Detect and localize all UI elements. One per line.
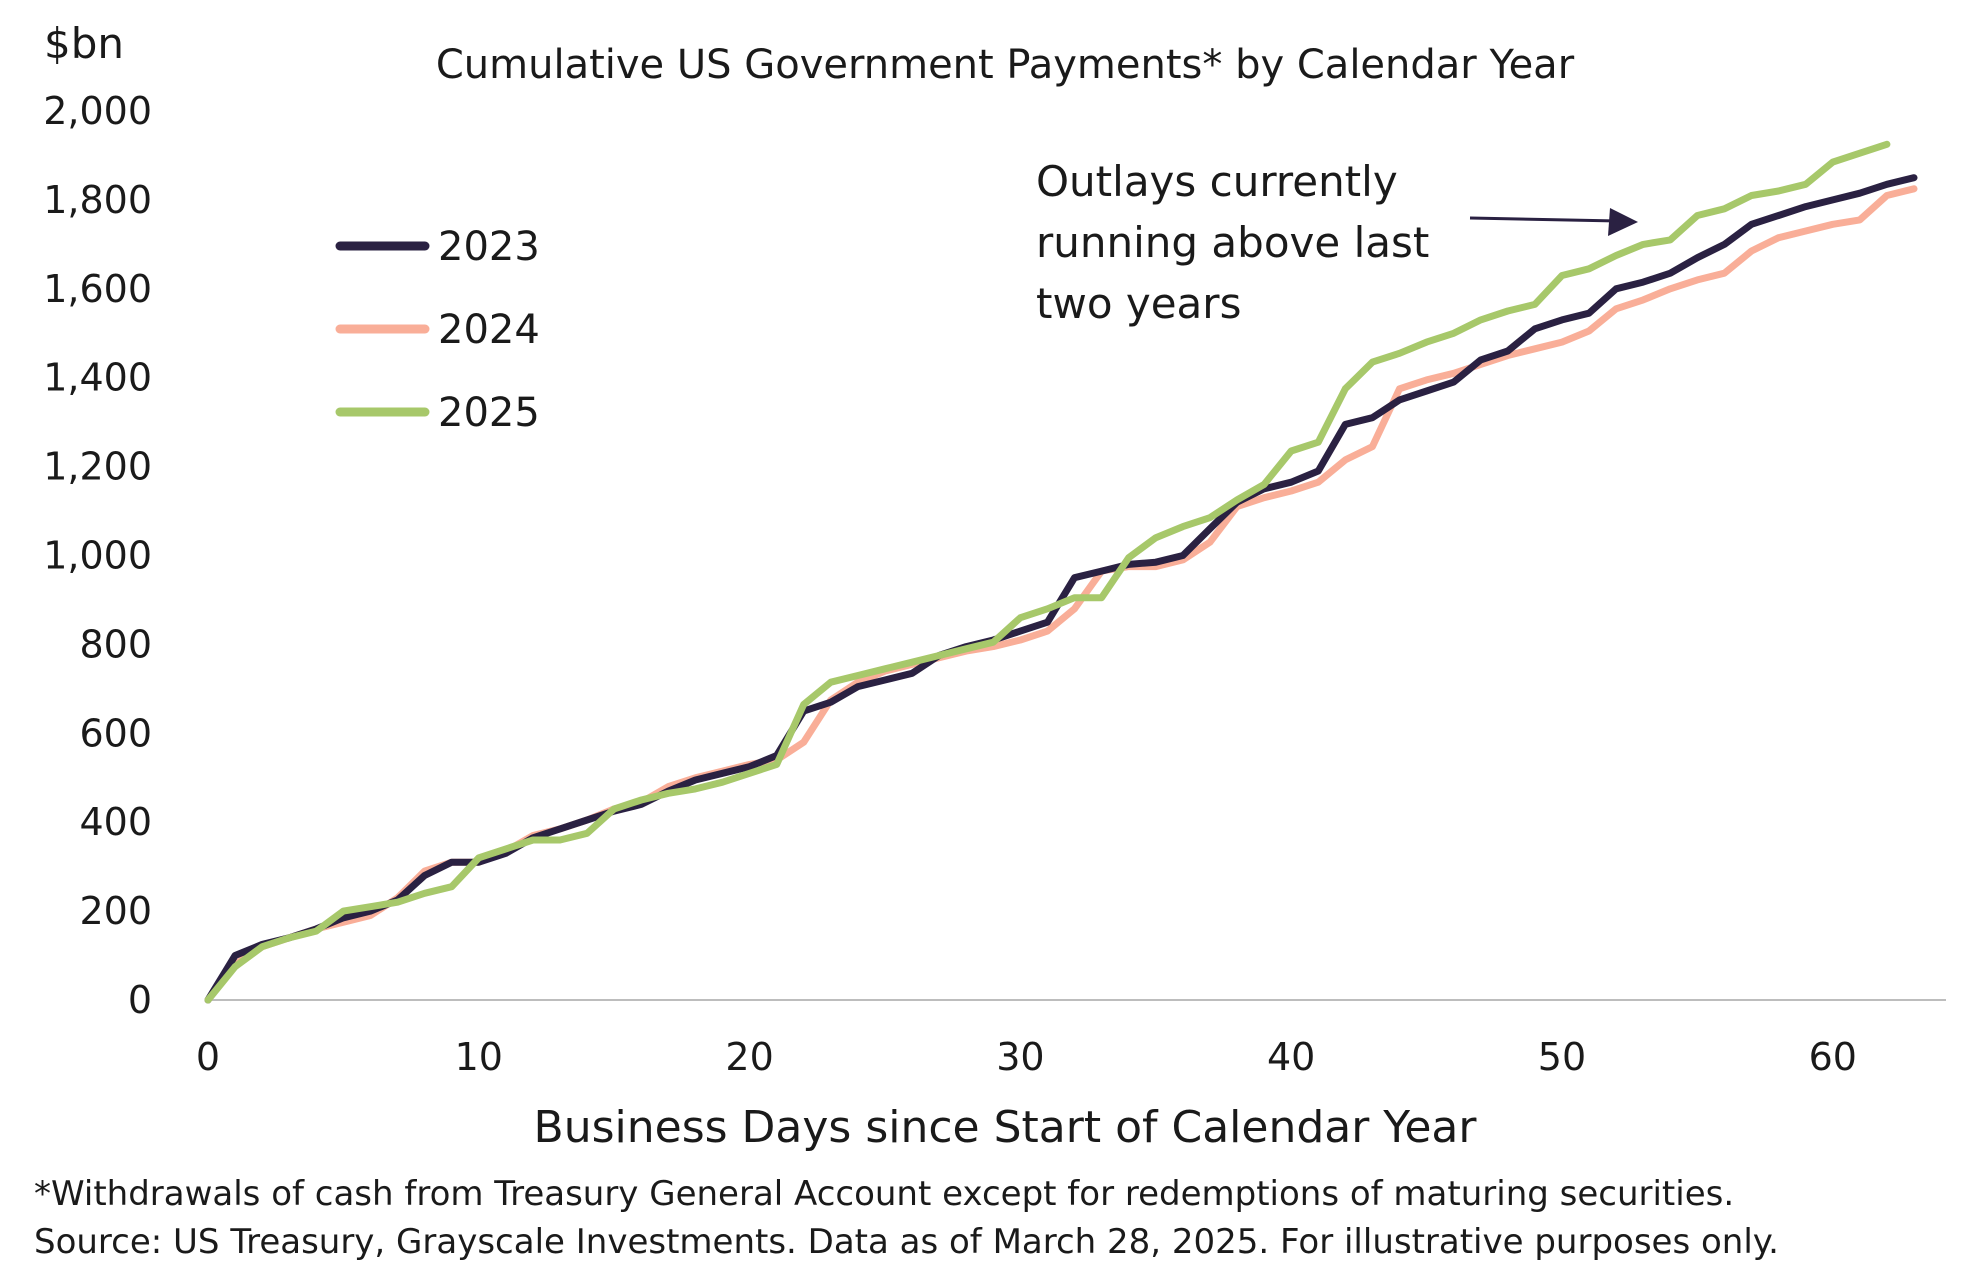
y-tick-label: 1,200 <box>43 445 152 489</box>
annotation-line: Outlays currently <box>1036 157 1398 206</box>
y-axis-unit: $bn <box>44 19 124 68</box>
x-tick-label: 30 <box>996 1035 1044 1079</box>
chart-title: Cumulative US Government Payments* by Ca… <box>436 42 1575 88</box>
legend-label-2023: 2023 <box>438 224 540 270</box>
x-tick-label: 40 <box>1267 1035 1315 1079</box>
y-tick-label: 1,400 <box>43 356 152 400</box>
y-tick-label: 1,600 <box>43 267 152 311</box>
x-tick-label: 60 <box>1809 1035 1857 1079</box>
legend-label-2025: 2025 <box>438 390 540 436</box>
x-tick-label: 0 <box>196 1035 220 1079</box>
annotation-text: Outlays currently running above last two y… <box>1036 157 1429 328</box>
y-tick-label: 400 <box>79 800 152 844</box>
annotation-arrow <box>1469 216 1619 223</box>
y-tick-label: 1,800 <box>43 178 152 222</box>
y-tick-label: 1,000 <box>43 534 152 578</box>
legend: 2023 2024 2025 <box>335 224 540 436</box>
x-tick-label: 10 <box>455 1035 503 1079</box>
y-tick-label: 0 <box>128 978 152 1022</box>
y-tick-label: 200 <box>79 889 152 933</box>
x-axis-title: Business Days since Start of Calendar Ye… <box>534 1102 1478 1153</box>
y-tick-label: 600 <box>79 711 152 755</box>
legend-label-2024: 2024 <box>438 307 540 353</box>
series-line-2025 <box>204 140 1891 1004</box>
annotation: Outlays currently running above last two y… <box>1036 157 1638 328</box>
x-axis-ticks: 0 10 20 30 40 50 60 <box>196 1035 1857 1079</box>
x-tick-label: 20 <box>725 1035 773 1079</box>
annotation-arrowhead <box>1608 208 1638 236</box>
series-group <box>204 140 1918 1004</box>
footnote-source: Source: US Treasury, Grayscale Investmen… <box>34 1222 1779 1262</box>
y-tick-label: 800 <box>79 622 152 666</box>
y-axis-ticks: 0 200 400 600 800 1,000 1,200 1,400 1,600 1,800 2,… <box>43 89 152 1022</box>
x-tick-label: 50 <box>1538 1035 1586 1079</box>
annotation-line: running above last <box>1036 218 1429 267</box>
annotation-line: two years <box>1036 279 1241 328</box>
y-tick-label: 2,000 <box>43 89 152 133</box>
footnote-definition: *Withdrawals of cash from Treasury Gener… <box>34 1174 1735 1214</box>
